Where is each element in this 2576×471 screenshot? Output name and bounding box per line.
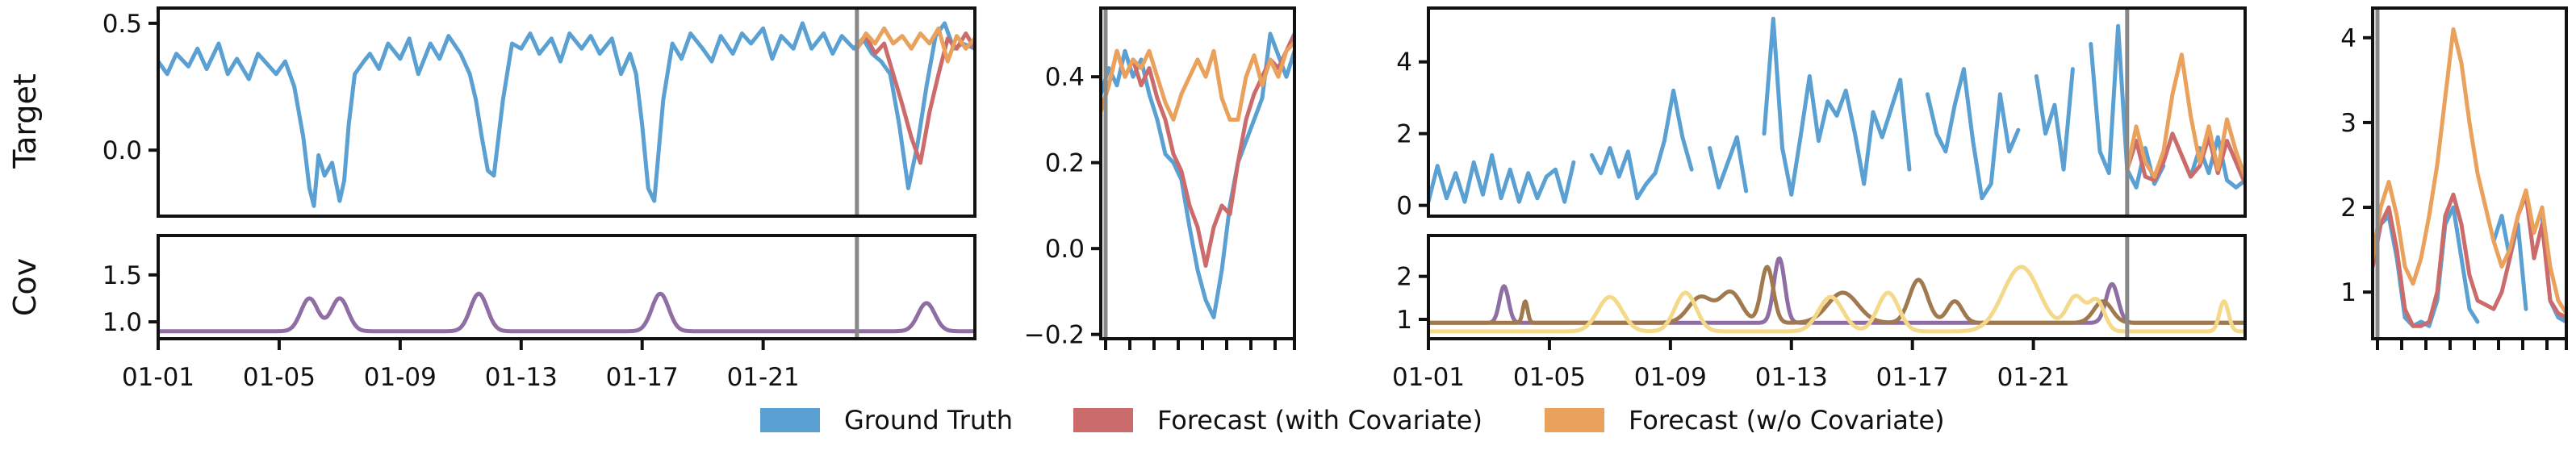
series-forecast-cov: [855, 31, 975, 165]
x-tick-label: 01-05: [243, 363, 316, 392]
y-tick-label: 0.4: [1045, 63, 1085, 92]
legend-swatch-forecast-nocov: [1545, 408, 1604, 432]
series-ground-truth: [1428, 16, 2245, 204]
y-tick-label: 2: [2340, 194, 2356, 223]
y-tick-label: 1.0: [102, 308, 142, 337]
series-cov-purple: [158, 291, 975, 334]
axes-frame: [157, 6, 976, 218]
y-tick-label: 1.5: [102, 261, 142, 290]
series-forecast-cov: [2373, 192, 2566, 328]
plot-area: [158, 291, 975, 334]
y-tick-label: 1: [1396, 306, 1412, 335]
series-cov-yellow: [1428, 265, 2245, 334]
axes-frame: [1427, 6, 2247, 218]
axes-frame: [2371, 6, 2568, 340]
legend-label-forecast-nocov: Forecast (w/o Covariate): [1629, 405, 1945, 436]
y-tick-label: 0: [1396, 192, 1412, 221]
x-tick-label: 01-13: [485, 363, 558, 392]
x-tick-label: 01-17: [1876, 363, 1949, 392]
y-tick-label: 2: [1396, 263, 1412, 292]
legend-swatch-forecast-cov: [1073, 408, 1133, 432]
legend-label-ground-truth: Ground Truth: [844, 405, 1013, 436]
y-tick-label: 1: [2340, 278, 2356, 307]
y-tick-label: 2: [1396, 120, 1412, 149]
axes-frame: [157, 234, 976, 340]
plot-area: [1101, 31, 1294, 319]
x-tick-label: 01-09: [1634, 363, 1707, 392]
panel-A-target: 0.5 0.0: [102, 6, 976, 218]
x-tick-label: 01-21: [727, 363, 800, 392]
x-tick-label: 01-01: [122, 363, 194, 392]
plot-area: [1428, 256, 2245, 334]
x-tick-label: 01-21: [1997, 363, 2070, 392]
legend-swatch-ground-truth: [760, 408, 820, 432]
series-forecast-nocov: [855, 26, 975, 64]
series-cov-brown: [1428, 265, 2245, 325]
x-tick-label: 01-05: [1513, 363, 1586, 392]
series-forecast-nocov: [2125, 52, 2245, 179]
y-tick-label: 0.2: [1045, 149, 1085, 178]
y-tick-label: 3: [2340, 109, 2356, 138]
plot-area: [158, 21, 975, 208]
axes-frame: [1099, 6, 1296, 340]
panel-D-zoom: 4 3 2 1: [2340, 6, 2568, 350]
axes-frame: [1427, 234, 2247, 340]
y-tick-label: 0.5: [102, 10, 142, 39]
y-tick-label: 0.0: [102, 136, 142, 165]
y-tick-label: 0.0: [1045, 235, 1085, 264]
x-tick-label: 01-01: [1392, 363, 1465, 392]
panel-C-target: 4 2 0: [1396, 6, 2247, 221]
series-ground-truth: [158, 21, 975, 208]
legend: Ground Truth Forecast (with Covariate) F…: [760, 405, 1945, 436]
series-forecast-cov: [2125, 131, 2245, 186]
x-tick-label: 01-13: [1755, 363, 1828, 392]
legend-label-forecast-cov: Forecast (with Covariate): [1157, 405, 1482, 436]
panel-B-zoom: 0.4 0.2 0.0 −0.2: [1024, 6, 1296, 350]
y-tick-label: 4: [1396, 48, 1412, 77]
y-tick-label: −0.2: [1024, 321, 1085, 350]
ylabel-target: Target: [7, 73, 43, 169]
panel-C-cov: 2 1 01-01 01-05 01-09 01-13 01-17 01-21: [1392, 234, 2247, 392]
x-tick-label: 01-17: [606, 363, 679, 392]
series-forecast-nocov: [2373, 27, 2566, 315]
y-tick-label: 4: [2340, 24, 2356, 53]
series-cov-purple: [1428, 256, 2245, 325]
ylabel-cov: Cov: [7, 258, 43, 316]
series-forecast-nocov: [1101, 40, 1294, 122]
panel-A-cov: 1.5 1.0 01-01 01-05 01-09 01-13 01-17 01-21: [102, 234, 976, 392]
plot-area: [2373, 27, 2566, 328]
series-ground-truth: [1101, 31, 1294, 319]
x-tick-label: 01-09: [364, 363, 437, 392]
plot-area: [1428, 16, 2245, 204]
